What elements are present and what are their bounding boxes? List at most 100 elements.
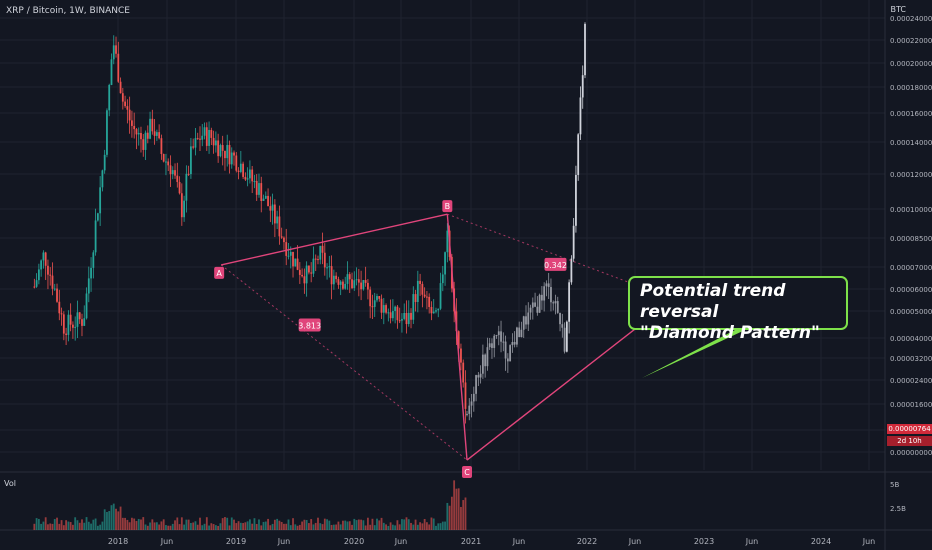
- volume-bar: [239, 522, 242, 530]
- volume-label[interactable]: Vol: [4, 479, 16, 488]
- volume-bar: [432, 518, 435, 530]
- volume-bar: [346, 521, 349, 530]
- candle-body: [342, 281, 344, 289]
- candle-body: [83, 318, 86, 326]
- projection-body: [534, 302, 536, 307]
- volume-bar: [317, 517, 319, 530]
- candle-body: [133, 125, 136, 130]
- candle-body: [158, 132, 161, 139]
- projection-body: [522, 316, 525, 330]
- price-tick-label: 0.00001600: [890, 401, 932, 409]
- volume-bar: [183, 524, 186, 530]
- candle-body: [190, 146, 192, 175]
- volume-bar: [185, 519, 188, 530]
- projection-body: [472, 393, 475, 402]
- volume-bar: [294, 524, 297, 530]
- volume-bar: [58, 523, 61, 530]
- volume-bar: [224, 517, 226, 530]
- candle-body: [126, 106, 129, 110]
- candle-body: [53, 288, 56, 290]
- currency-label: BTC: [890, 5, 907, 14]
- volume-bar: [430, 517, 433, 530]
- time-tick-label: Jun: [745, 537, 759, 546]
- projection-body: [502, 341, 505, 343]
- candle-body: [87, 278, 90, 294]
- volume-bar: [169, 525, 172, 530]
- candle-body: [135, 129, 138, 135]
- candle-body: [128, 109, 131, 121]
- candle-body: [47, 265, 49, 275]
- projection-body: [572, 225, 575, 259]
- candle-body: [367, 282, 369, 290]
- volume-bar: [210, 523, 213, 530]
- volume-bar: [208, 525, 210, 530]
- volume-bar: [187, 519, 190, 530]
- candle-body: [169, 165, 172, 175]
- candle-body: [121, 93, 124, 102]
- volume-bar: [357, 519, 360, 530]
- candle-body: [321, 245, 324, 253]
- volume-bar: [153, 522, 156, 530]
- candle-body: [391, 310, 394, 319]
- volume-bar: [280, 521, 283, 530]
- candle-body: [428, 296, 431, 307]
- volume-bar: [278, 520, 281, 530]
- volume-bar: [37, 518, 40, 530]
- candle-body: [108, 84, 111, 111]
- candle-body: [176, 175, 179, 183]
- volume-bar: [367, 517, 369, 530]
- candle-body: [76, 312, 79, 327]
- price-axis[interactable]: 0.00024000 0.00022000 0.00020000 0.00018000…: [890, 15, 932, 457]
- volume-bar: [255, 523, 258, 530]
- projection-body: [491, 343, 493, 348]
- pattern-line: [446, 214, 468, 461]
- projection-body: [497, 331, 500, 336]
- projection-body: [520, 329, 523, 338]
- volume-bar: [69, 522, 72, 530]
- volume-bar: [464, 497, 467, 530]
- volume-bar: [435, 525, 437, 530]
- projection-body: [579, 97, 582, 135]
- symbol-title[interactable]: XRP / Bitcoin, 1W, BINANCE: [6, 6, 130, 16]
- volume-bar: [289, 525, 292, 530]
- candle-body: [357, 279, 360, 283]
- candle-body: [328, 266, 331, 268]
- candle-body: [305, 265, 308, 284]
- price-tick-label: 0.00016000: [890, 110, 932, 118]
- time-tick-label: Jun: [628, 537, 642, 546]
- volume-bar: [76, 520, 79, 530]
- candle-body: [262, 198, 265, 201]
- candle-body: [72, 324, 74, 328]
- candle-body: [344, 283, 347, 289]
- volume-bar: [421, 523, 424, 530]
- candle-body: [335, 275, 338, 280]
- volume-bar: [267, 518, 269, 530]
- price-tick-label: 0.00007000: [890, 264, 932, 272]
- volume-bar: [314, 522, 317, 530]
- volume-bar: [33, 523, 36, 530]
- projection-body: [581, 75, 584, 98]
- time-tick-label: Jun: [277, 537, 291, 546]
- candle-body: [426, 296, 428, 298]
- volume-bar: [146, 525, 149, 530]
- volume-bar: [335, 524, 338, 530]
- candle-body: [96, 213, 99, 221]
- volume-bar: [323, 518, 326, 530]
- candle-body: [376, 296, 378, 301]
- volume-bar: [140, 519, 142, 530]
- volume-bar: [137, 518, 140, 530]
- projection-body: [466, 413, 468, 415]
- projection-body: [543, 286, 546, 301]
- time-axis[interactable]: 2018 Jun 2019 Jun 2020 Jun 2021 Jun 2022 Jun 2023 J…: [108, 537, 875, 546]
- time-tick-label: 2019: [226, 537, 246, 546]
- projection-body: [516, 327, 518, 345]
- candle-body: [110, 59, 113, 85]
- candle-body: [239, 163, 242, 172]
- candle-body: [99, 187, 102, 214]
- candle-body: [224, 150, 226, 159]
- volume-bar: [235, 523, 238, 530]
- candle-body: [244, 176, 247, 180]
- candle-body: [74, 326, 77, 328]
